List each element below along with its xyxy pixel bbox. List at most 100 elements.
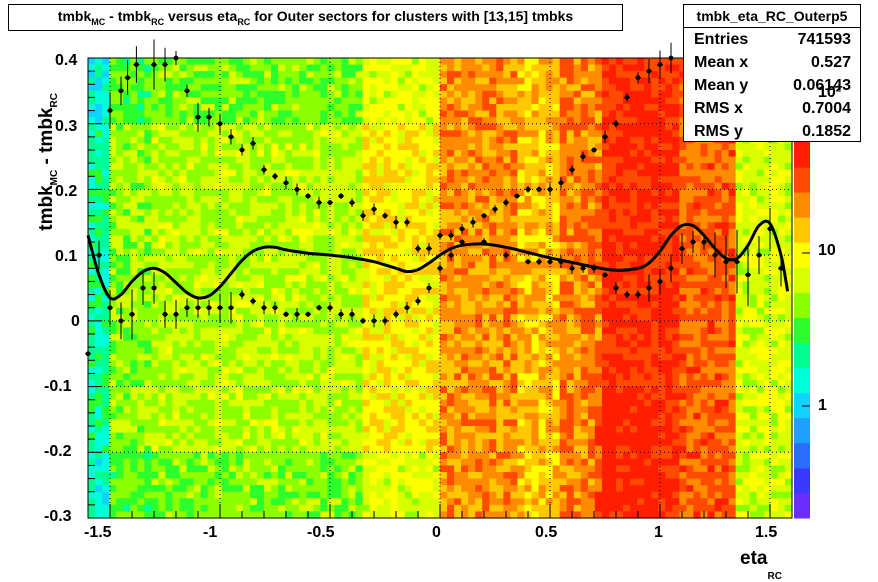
- heatmap-cell: [186, 314, 195, 322]
- heatmap-cell: [404, 340, 413, 348]
- heatmap-cell: [320, 288, 328, 296]
- heatmap-cell: [425, 511, 434, 519]
- heatmap-cell: [144, 71, 152, 79]
- heatmap-cell: [559, 360, 568, 368]
- heatmap-cell: [355, 320, 364, 329]
- heatmap-cell: [376, 439, 385, 447]
- heatmap-cell: [524, 136, 533, 145]
- heatmap-cell: [362, 445, 371, 453]
- heatmap-cell: [271, 143, 279, 151]
- heatmap-cell: [496, 255, 504, 263]
- heatmap-cell: [383, 268, 392, 276]
- heatmap-cell: [102, 169, 110, 177]
- heatmap-cell: [186, 472, 195, 480]
- heatmap-cell: [552, 71, 561, 79]
- heatmap-cell: [151, 439, 159, 447]
- heatmap-cell: [193, 209, 202, 217]
- heatmap-cell: [475, 176, 483, 184]
- heatmap-cell: [573, 373, 582, 381]
- heatmap-cell: [200, 90, 209, 99]
- heatmap-cell: [264, 504, 272, 513]
- heatmap-cell: [538, 439, 547, 447]
- heatmap-cell: [468, 288, 476, 296]
- heatmap-cell: [158, 90, 167, 99]
- heatmap-cell: [256, 136, 265, 145]
- heatmap-cell: [503, 136, 511, 145]
- heatmap-cell: [130, 314, 138, 322]
- heatmap-cell: [292, 353, 300, 361]
- heatmap-cell: [299, 412, 307, 421]
- heatmap-cell: [256, 432, 265, 440]
- heatmap-cell: [179, 445, 188, 453]
- heatmap-cell: [109, 478, 117, 486]
- heatmap-cell: [524, 176, 533, 184]
- heatmap-cell: [306, 97, 314, 105]
- heatmap-cell: [207, 261, 216, 269]
- heatmap-cell: [186, 347, 195, 355]
- heatmap-cell: [313, 248, 321, 256]
- heatmap-cell: [432, 209, 441, 217]
- heatmap-cell: [285, 399, 293, 407]
- heatmap-cell: [151, 274, 159, 283]
- heatmap-cell: [510, 176, 519, 184]
- heatmap-cell: [102, 136, 110, 145]
- heatmap-cell: [468, 307, 476, 315]
- heatmap-cell: [292, 150, 300, 158]
- heatmap-cell: [137, 202, 145, 210]
- heatmap-cell: [165, 419, 174, 427]
- heatmap-cell: [320, 189, 328, 197]
- heatmap-cell: [341, 77, 350, 85]
- heatmap-cell: [440, 426, 448, 434]
- heatmap-cell: [214, 327, 223, 335]
- heatmap-cell: [130, 202, 138, 210]
- heatmap-cell: [376, 320, 385, 329]
- heatmap-cell: [552, 511, 561, 519]
- heatmap-cell: [271, 182, 279, 191]
- heatmap-cell: [179, 182, 188, 191]
- heatmap-cell: [341, 485, 350, 493]
- heatmap-cell: [440, 156, 448, 164]
- heatmap-cell: [404, 498, 413, 506]
- heatmap-cell: [123, 169, 131, 177]
- heatmap-cell: [432, 123, 441, 131]
- heatmap-cell: [545, 439, 554, 447]
- heatmap-cell: [123, 393, 131, 401]
- heatmap-cell: [411, 314, 420, 322]
- heatmap-cell: [383, 478, 392, 486]
- heatmap-cell: [334, 84, 343, 92]
- heatmap-cell: [228, 340, 237, 348]
- heatmap-cell: [587, 189, 596, 197]
- heatmap-cell: [116, 110, 124, 118]
- heatmap-cell: [158, 104, 167, 112]
- heatmap-cell: [425, 465, 434, 473]
- heatmap-cell: [432, 110, 441, 118]
- heatmap-cell: [545, 301, 554, 309]
- heatmap-cell: [468, 386, 476, 394]
- heatmap-cell: [355, 110, 364, 118]
- heatmap-cell: [411, 465, 420, 473]
- heatmap-cell: [235, 485, 244, 493]
- heatmap-cell: [306, 104, 314, 112]
- heatmap-cell: [341, 445, 350, 453]
- heatmap-cell: [320, 64, 328, 72]
- heatmap-cell: [130, 472, 138, 480]
- heatmap-cell: [545, 110, 554, 118]
- heatmap-cell: [425, 136, 434, 145]
- heatmap-cell: [88, 215, 96, 223]
- heatmap-cell: [292, 110, 300, 118]
- heatmap-cell: [306, 485, 314, 493]
- heatmap-cell: [510, 452, 519, 460]
- heatmap-cell: [461, 426, 469, 434]
- heatmap-cell: [95, 182, 103, 191]
- heatmap-cell: [566, 347, 575, 355]
- heatmap-cell: [447, 373, 455, 381]
- heatmap-cell: [186, 288, 195, 296]
- heatmap-cell: [278, 491, 286, 499]
- heatmap-cell: [327, 77, 335, 85]
- heatmap-cell: [482, 123, 490, 131]
- heatmap-cell: [566, 136, 575, 145]
- heatmap-cell: [559, 71, 568, 79]
- heatmap-cell: [151, 334, 159, 342]
- heatmap-cell: [299, 176, 307, 184]
- heatmap-cell: [123, 202, 131, 210]
